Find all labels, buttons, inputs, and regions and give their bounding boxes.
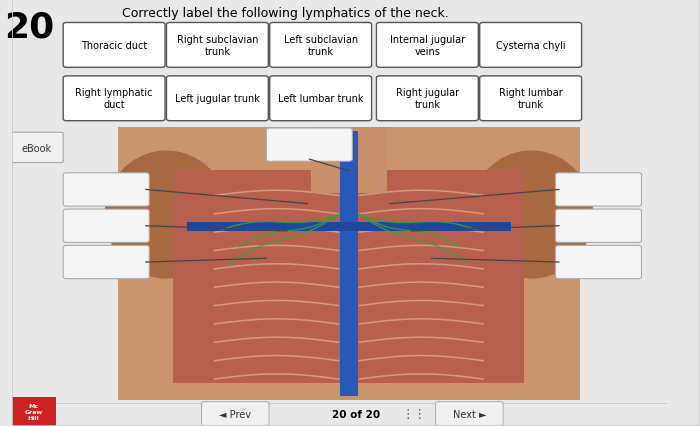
FancyBboxPatch shape [202,402,269,426]
Text: 20: 20 [4,11,54,45]
FancyBboxPatch shape [187,222,511,231]
FancyBboxPatch shape [555,246,641,279]
FancyBboxPatch shape [377,77,478,121]
FancyBboxPatch shape [266,129,352,162]
FancyBboxPatch shape [174,171,524,383]
Text: Left subclavian
trunk: Left subclavian trunk [284,35,358,57]
Text: Right lymphatic
duct: Right lymphatic duct [76,88,153,110]
FancyBboxPatch shape [63,246,149,279]
Text: Internal jugular
veins: Internal jugular veins [390,35,465,57]
FancyBboxPatch shape [377,23,478,68]
FancyBboxPatch shape [167,23,268,68]
FancyBboxPatch shape [270,77,372,121]
Text: 20 of 20: 20 of 20 [332,409,380,419]
Text: Left jugular trunk: Left jugular trunk [175,94,260,104]
FancyBboxPatch shape [435,402,503,426]
Text: Thoracic duct: Thoracic duct [81,41,147,51]
Text: Right jugular
trunk: Right jugular trunk [395,88,459,110]
FancyBboxPatch shape [270,23,372,68]
Text: Correctly label the following lymphatics of the neck.: Correctly label the following lymphatics… [122,7,449,20]
Text: Mc
Graw
Hill: Mc Graw Hill [25,403,43,420]
FancyBboxPatch shape [63,23,165,68]
FancyBboxPatch shape [480,77,582,121]
Text: Next ►: Next ► [453,409,486,419]
FancyBboxPatch shape [118,128,580,400]
FancyBboxPatch shape [63,173,149,207]
FancyBboxPatch shape [63,77,165,121]
Text: Right subclavian
trunk: Right subclavian trunk [176,35,258,57]
Text: ◄ Prev: ◄ Prev [219,409,251,419]
Ellipse shape [470,151,594,279]
FancyBboxPatch shape [11,133,63,163]
FancyBboxPatch shape [63,210,149,243]
Text: Right lumbar
trunk: Right lumbar trunk [499,88,563,110]
FancyBboxPatch shape [340,132,358,396]
Text: ⋮⋮: ⋮⋮ [402,407,427,420]
Ellipse shape [104,151,228,279]
FancyBboxPatch shape [12,397,56,426]
Text: Left lumbar trunk: Left lumbar trunk [278,94,363,104]
FancyBboxPatch shape [480,23,582,68]
Text: Cysterna chyli: Cysterna chyli [496,41,566,51]
FancyBboxPatch shape [167,77,268,121]
FancyBboxPatch shape [555,210,641,243]
Text: eBook: eBook [22,143,52,153]
FancyBboxPatch shape [555,173,641,207]
FancyBboxPatch shape [311,128,387,193]
